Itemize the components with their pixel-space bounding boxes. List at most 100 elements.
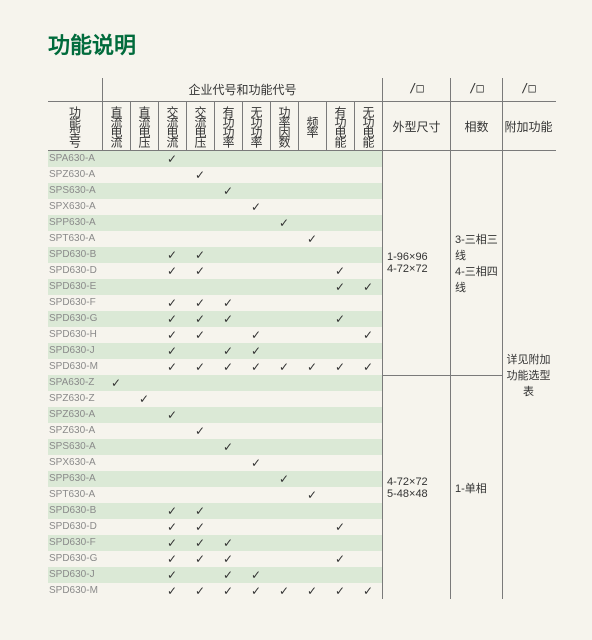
check-cell [130, 375, 158, 391]
check-cell [158, 167, 186, 183]
check-cell [270, 199, 298, 215]
check-cell [326, 199, 354, 215]
check-cell [270, 567, 298, 583]
check-cell [214, 407, 242, 423]
check-cell [158, 231, 186, 247]
check-cell [214, 247, 242, 263]
model-cell: SPD630-G [48, 311, 102, 327]
check-cell [102, 471, 130, 487]
check-cell [158, 183, 186, 199]
check-cell [102, 343, 130, 359]
table-row: SPD630-G✓✓✓✓ [48, 311, 382, 327]
check-cell: ✓ [102, 375, 130, 391]
check-cell: ✓ [242, 199, 270, 215]
check-cell [158, 487, 186, 503]
check-cell [130, 487, 158, 503]
size-column: 1-96×964-72×72 4-72×725-48×48 [382, 151, 450, 599]
check-cell: ✓ [186, 295, 214, 311]
check-cell [270, 231, 298, 247]
check-cell: ✓ [298, 231, 326, 247]
check-cell [270, 183, 298, 199]
table-row: SPP630-A✓ [48, 215, 382, 231]
check-cell [354, 343, 382, 359]
check-cell: ✓ [186, 327, 214, 343]
func-header: 交流电流 [158, 102, 186, 150]
model-cell: SPX630-A [48, 199, 102, 215]
check-cell [270, 279, 298, 295]
check-cell [130, 471, 158, 487]
header-row: 功能型号 直流电流直流电压交流电流交流电压有功功率无功功率功率因数频率有功电能无… [48, 102, 556, 151]
check-cell [102, 231, 130, 247]
check-cell: ✓ [158, 311, 186, 327]
check-cell [186, 343, 214, 359]
check-cell [242, 311, 270, 327]
model-cell: SPT630-A [48, 487, 102, 503]
check-cell: ✓ [186, 583, 214, 599]
check-cell [130, 455, 158, 471]
check-cell [242, 279, 270, 295]
check-cell [186, 279, 214, 295]
check-cell [186, 567, 214, 583]
check-cell: ✓ [158, 519, 186, 535]
check-cell [186, 183, 214, 199]
check-cell [102, 215, 130, 231]
model-cell: SPD630-F [48, 295, 102, 311]
check-cell [326, 295, 354, 311]
check-cell [242, 183, 270, 199]
check-cell: ✓ [270, 583, 298, 599]
slash-2: /□ [450, 78, 502, 101]
check-cell [270, 343, 298, 359]
check-cell [270, 503, 298, 519]
page-title: 功能说明 [48, 28, 556, 60]
check-cell: ✓ [158, 359, 186, 375]
model-cell: SPD630-B [48, 247, 102, 263]
check-cell [242, 151, 270, 167]
check-cell [354, 423, 382, 439]
check-cell: ✓ [214, 183, 242, 199]
model-cell: SPP630-A [48, 471, 102, 487]
table-row: SPS630-A✓ [48, 183, 382, 199]
check-cell [270, 407, 298, 423]
check-cell [214, 455, 242, 471]
check-cell [270, 439, 298, 455]
check-cell: ✓ [158, 247, 186, 263]
check-cell [298, 199, 326, 215]
check-cell: ✓ [354, 359, 382, 375]
check-cell: ✓ [158, 583, 186, 599]
check-cell: ✓ [130, 391, 158, 407]
table-row: SPD630-G✓✓✓✓ [48, 551, 382, 567]
check-cell [298, 407, 326, 423]
model-cell: SPZ630-A [48, 407, 102, 423]
check-cell [102, 423, 130, 439]
check-cell: ✓ [186, 423, 214, 439]
model-cell: SPZ630-Z [48, 391, 102, 407]
check-cell [298, 183, 326, 199]
check-cell [130, 263, 158, 279]
check-cell [130, 567, 158, 583]
check-cell: ✓ [354, 279, 382, 295]
check-cell [270, 375, 298, 391]
check-cell [326, 503, 354, 519]
check-cell: ✓ [270, 471, 298, 487]
check-cell: ✓ [326, 263, 354, 279]
check-cell: ✓ [354, 327, 382, 343]
func-header: 功率因数 [270, 102, 298, 150]
check-cell [102, 295, 130, 311]
check-cell: ✓ [158, 343, 186, 359]
addon-line: 功能选型表 [503, 367, 554, 399]
model-cell: SPZ630-A [48, 167, 102, 183]
table-row: SPT630-A✓ [48, 231, 382, 247]
phase-column: 3-三相三线4-三相四线 1-单相 [450, 151, 502, 599]
check-cell [326, 535, 354, 551]
check-cell [130, 423, 158, 439]
check-cell [298, 375, 326, 391]
check-cell [270, 487, 298, 503]
check-cell [326, 183, 354, 199]
check-cell [130, 167, 158, 183]
table-row: SPZ630-A✓ [48, 407, 382, 423]
check-cell [186, 487, 214, 503]
side-line: 4-72×72 [387, 476, 446, 488]
table-row: SPX630-A✓ [48, 455, 382, 471]
func-header: 直流电压 [130, 102, 158, 150]
hdr-phase: 相数 [450, 102, 502, 150]
